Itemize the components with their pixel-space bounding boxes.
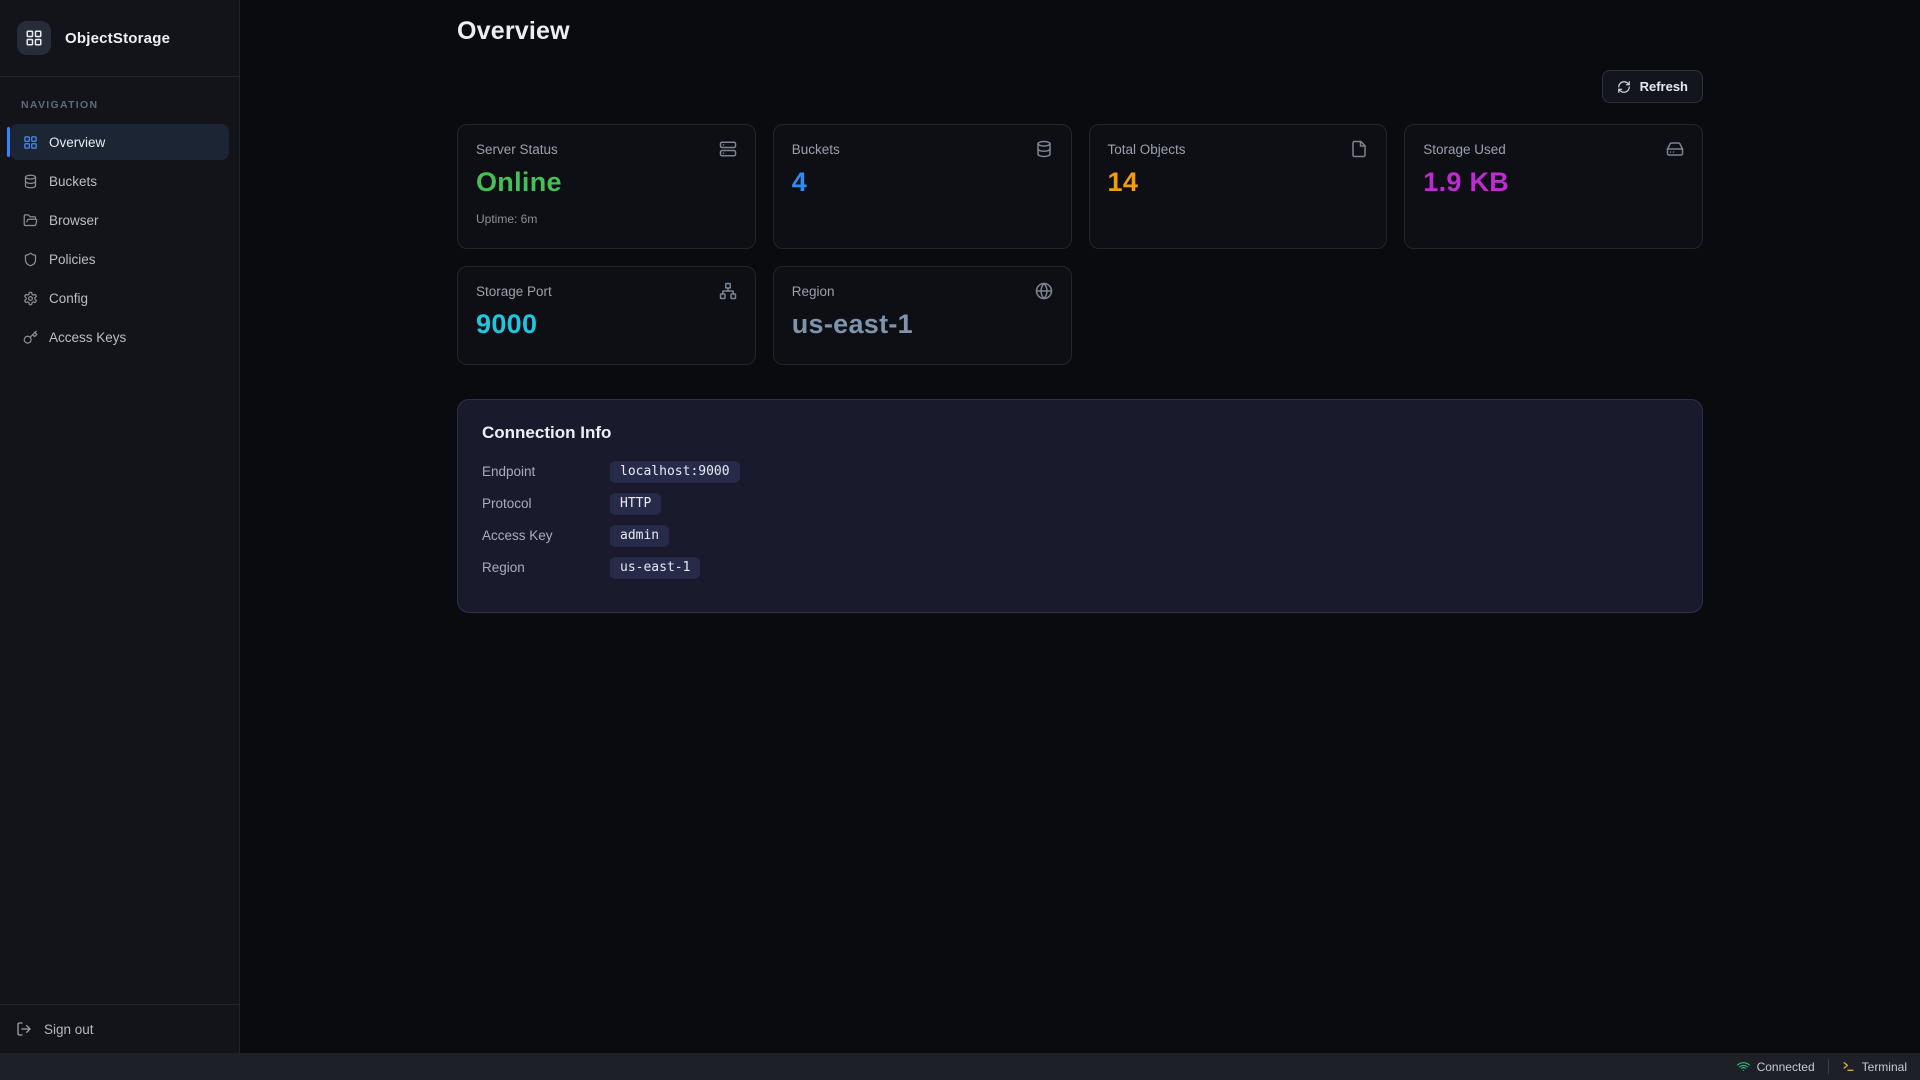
connection-info-rows: Endpoint localhost:9000 Protocol HTTP Ac… — [482, 460, 1678, 579]
stat-card-total-objects: Total Objects 14 — [1088, 124, 1388, 249]
sidebar-item-buckets[interactable]: Buckets — [10, 163, 229, 199]
sign-out-label: Sign out — [44, 1021, 94, 1037]
stat-card-value: 9000 — [476, 309, 538, 339]
logout-icon — [16, 1021, 32, 1037]
connection-status-label: Connected — [1756, 1059, 1815, 1074]
connection-info-value: us-east-1 — [610, 556, 701, 579]
connection-info-row: Protocol HTTP — [482, 492, 1678, 515]
connection-info-label: Region — [482, 560, 525, 575]
connection-info-label: Access Key — [482, 528, 553, 543]
connection-info-value: localhost:9000 — [610, 460, 740, 483]
refresh-label: Refresh — [1639, 79, 1688, 94]
sidebar-item-label: Config — [49, 290, 89, 306]
stat-card-value: Online — [476, 167, 562, 197]
connection-info-panel: Connection Info Endpoint localhost:9000 … — [457, 399, 1703, 613]
sidebar-item-label: Buckets — [49, 173, 98, 189]
connection-info-label: Protocol — [482, 496, 532, 511]
globe-icon — [1035, 282, 1053, 300]
sign-out-button[interactable]: Sign out — [16, 1021, 223, 1037]
connection-info-label: Endpoint — [482, 464, 536, 479]
connection-info-row: Region us-east-1 — [482, 556, 1678, 579]
sidebar-item-label: Policies — [49, 251, 96, 267]
connection-info-title: Connection Info — [482, 423, 612, 442]
stat-card-label: Region — [791, 284, 835, 299]
stat-card-buckets: Buckets 4 — [772, 124, 1072, 249]
shield-icon — [23, 252, 38, 267]
connection-info-value: admin — [610, 524, 670, 547]
toolbar: Refresh — [457, 70, 1703, 103]
network-icon — [719, 282, 737, 300]
gear-icon — [23, 291, 38, 306]
sidebar-item-browser[interactable]: Browser — [10, 202, 229, 238]
connection-info-row: Endpoint localhost:9000 — [482, 460, 1678, 483]
nav-list: Overview Buckets Browser Policies Config… — [7, 124, 229, 355]
grid-icon — [25, 29, 43, 47]
sidebar-item-overview[interactable]: Overview — [7, 124, 229, 160]
connection-info-row: Access Key admin — [482, 524, 1678, 547]
sidebar-item-label: Browser — [49, 212, 99, 228]
stat-card-value: 4 — [791, 167, 808, 197]
stat-card-server-status: Server Status Online Uptime: 6m — [457, 124, 756, 249]
app-window: ObjectStorage NAVIGATION Overview Bucket… — [0, 0, 1920, 1053]
sidebar: ObjectStorage NAVIGATION Overview Bucket… — [0, 0, 240, 1053]
database-icon — [23, 174, 38, 189]
status-bar: Connected Terminal — [0, 1053, 1920, 1080]
stat-card-label: Storage Port — [476, 284, 552, 299]
stat-card-label: Server Status — [476, 142, 558, 157]
terminal-label: Terminal — [1861, 1059, 1907, 1074]
stat-card-value: us-east-1 — [791, 309, 913, 339]
stat-card-storage-used: Storage Used 1.9 KB — [1404, 124, 1703, 249]
app-logo: ObjectStorage — [0, 0, 239, 77]
stat-card-subtext: Uptime: 6m — [476, 212, 538, 226]
database-icon — [1035, 140, 1053, 158]
server-icon — [719, 140, 737, 158]
stat-card-storage-port: Storage Port 9000 — [457, 266, 756, 365]
stat-card-region: Region us-east-1 — [772, 266, 1072, 365]
connection-status: Connected — [1724, 1053, 1828, 1080]
folder-icon — [23, 213, 38, 228]
page-title: Overview — [457, 17, 570, 45]
grid-icon — [23, 135, 38, 150]
page-container: Overview Refresh Server Status Online Up… — [457, 0, 1703, 613]
logo-tile — [17, 21, 51, 55]
main-content: Overview Refresh Server Status Online Up… — [240, 0, 1920, 1053]
sidebar-item-access-keys[interactable]: Access Keys — [10, 319, 229, 355]
sidebar-item-config[interactable]: Config — [10, 280, 229, 316]
refresh-button[interactable]: Refresh — [1601, 70, 1703, 103]
key-icon — [23, 330, 38, 345]
sidebar-item-policies[interactable]: Policies — [10, 241, 229, 277]
app-title: ObjectStorage — [65, 29, 171, 47]
stat-card-label: Buckets — [791, 142, 840, 157]
file-icon — [1350, 140, 1368, 158]
stat-card-label: Total Objects — [1107, 142, 1186, 157]
refresh-icon — [1617, 80, 1631, 94]
stat-card-value: 14 — [1107, 167, 1139, 197]
stat-card-label: Storage Used — [1423, 142, 1506, 157]
sidebar-item-label: Overview — [49, 134, 106, 150]
sidebar-item-label: Access Keys — [49, 329, 127, 345]
sidebar-nav: NAVIGATION Overview Buckets Browser Poli… — [0, 77, 239, 358]
sidebar-footer: Sign out — [0, 1004, 239, 1053]
status-divider — [1827, 1059, 1829, 1074]
terminal-prompt-icon — [1842, 1060, 1855, 1073]
terminal-button[interactable]: Terminal — [1829, 1053, 1920, 1080]
harddrive-icon — [1666, 140, 1684, 158]
nav-section-label: NAVIGATION — [21, 99, 99, 111]
stat-card-value: 1.9 KB — [1423, 167, 1510, 197]
stat-cards-grid: Server Status Online Uptime: 6m Buckets … — [457, 124, 1703, 365]
wifi-icon — [1736, 1060, 1750, 1073]
connection-info-value: HTTP — [610, 492, 662, 515]
